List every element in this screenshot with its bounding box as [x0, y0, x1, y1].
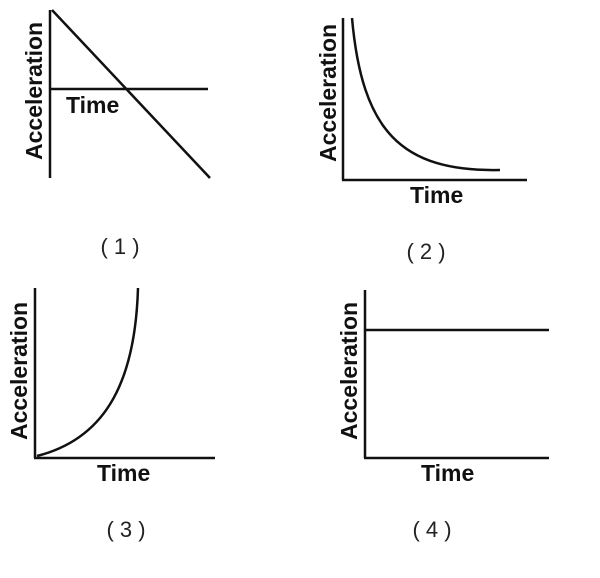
- graph-3-x-label: Time: [97, 460, 150, 486]
- graph-1-y-label: Acceleration: [21, 22, 47, 160]
- graph-1-acceleration-line: [51, 9, 211, 179]
- graph-2-decay-curve: [350, 17, 501, 172]
- graph-3: Acceleration Time ( 3 ): [6, 287, 215, 542]
- graph-3-growth-curve: [36, 287, 140, 458]
- graph-4-x-label: Time: [421, 460, 474, 486]
- graph-2: Acceleration Time ( 2 ): [315, 17, 527, 264]
- graph-2-y-label: Acceleration: [315, 24, 341, 162]
- graph-4-y-label: Acceleration: [336, 302, 362, 440]
- graph-1-caption: ( 1 ): [100, 234, 139, 259]
- graph-3-caption: ( 3 ): [106, 517, 145, 542]
- graph-4: Acceleration Time ( 4 ): [336, 290, 549, 542]
- graph-3-y-label: Acceleration: [6, 302, 32, 440]
- graph-2-x-label: Time: [410, 182, 463, 208]
- graph-2-caption: ( 2 ): [406, 239, 445, 264]
- graph-1-x-label: Time: [66, 92, 119, 118]
- graph-4-caption: ( 4 ): [412, 517, 451, 542]
- graph-1: Acceleration Time ( 1 ): [21, 9, 211, 259]
